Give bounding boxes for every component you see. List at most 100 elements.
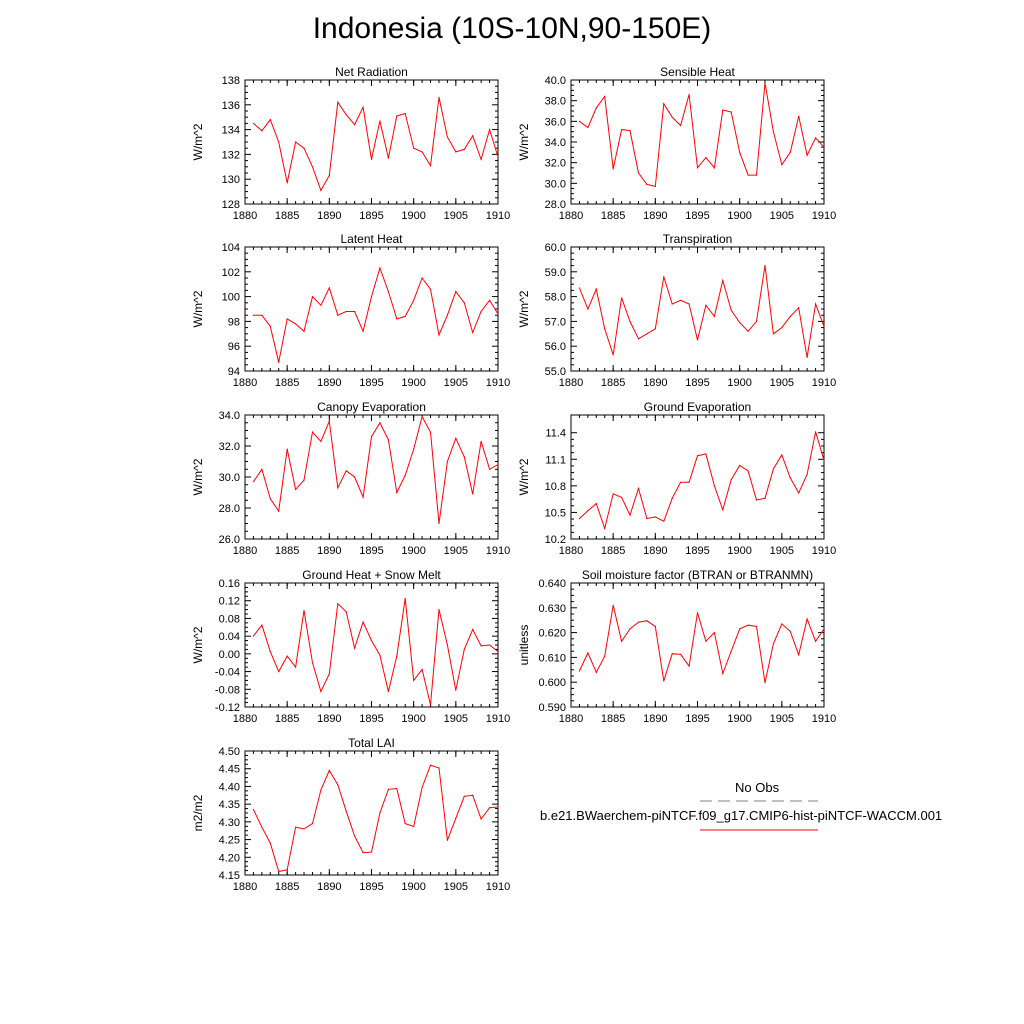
data-point — [680, 481, 682, 483]
x-tick-label: 1910 — [486, 377, 510, 389]
data-point — [362, 621, 364, 623]
data-point — [370, 296, 373, 298]
data-point — [463, 648, 465, 651]
x-tick-label: 1890 — [643, 713, 667, 725]
data-point — [604, 328, 606, 330]
chart-panel-5: Ground Evaporation W/m^2 1880 1885 1890 1895 1… — [517, 400, 836, 557]
y-tick-label: 4.50 — [219, 746, 240, 758]
data-point — [604, 95, 606, 98]
data-point — [587, 652, 589, 654]
y-tick-label: 100 — [222, 292, 240, 304]
data-point — [488, 807, 491, 809]
data-point — [472, 628, 474, 631]
y-tick-label: 11.4 — [545, 428, 566, 440]
x-tick-label: 1885 — [275, 377, 299, 389]
y-tick-label: 4.30 — [219, 817, 240, 829]
x-tick-label: 1885 — [601, 713, 625, 725]
y-tick-label: 10.5 — [545, 507, 566, 519]
x-tick-label: 1910 — [486, 881, 510, 893]
x-tick-label: 1885 — [275, 210, 299, 222]
chart-panel-7: Soil moisture factor (BTRAN or BTRANMN) u… — [517, 568, 836, 725]
x-tick-label: 1880 — [233, 881, 257, 893]
y-tick-label: 36.0 — [545, 116, 566, 128]
data-point — [578, 670, 581, 672]
y-tick-label: 4.35 — [219, 799, 240, 811]
x-tick-label: 1880 — [233, 377, 257, 389]
data-point — [497, 651, 499, 653]
data-point — [261, 314, 263, 316]
data-point — [629, 514, 631, 516]
data-point — [497, 156, 499, 158]
data-point — [671, 497, 673, 499]
data-point — [446, 644, 448, 646]
data-point — [463, 148, 465, 151]
data-point — [252, 314, 255, 316]
x-tick-label: 1885 — [275, 713, 299, 725]
x-tick-label: 1910 — [812, 545, 836, 557]
data-point — [730, 479, 732, 481]
data-point — [438, 608, 440, 611]
y-axis-label: unitless — [517, 625, 531, 666]
data-point — [387, 157, 389, 159]
legend-obs-label: No Obs — [735, 780, 780, 795]
x-tick-label: 1895 — [359, 881, 383, 893]
chart-title: Canopy Evaporation — [317, 400, 426, 414]
data-point — [747, 624, 749, 626]
data-point — [455, 437, 457, 439]
chart-title: Total LAI — [348, 736, 395, 750]
x-tick-label: 1910 — [486, 545, 510, 557]
y-tick-label: 34.0 — [219, 410, 240, 422]
y-axis-label: W/m^2 — [191, 290, 205, 327]
data-point — [612, 493, 614, 495]
data-point — [269, 498, 271, 500]
x-tick-label: 1885 — [601, 210, 625, 222]
x-tick-label: 1905 — [444, 377, 468, 389]
data-point — [269, 842, 271, 844]
y-tick-label: 58.0 — [545, 292, 566, 304]
data-point — [413, 448, 415, 450]
data-point — [604, 655, 606, 657]
data-point — [446, 460, 448, 463]
data-point — [446, 839, 448, 841]
y-tick-label: 30.0 — [219, 472, 240, 484]
data-point — [438, 522, 440, 525]
chart-title: Ground Evaporation — [644, 400, 751, 414]
x-tick-label: 1880 — [233, 713, 257, 725]
data-point — [488, 644, 491, 646]
data-point — [646, 333, 648, 335]
x-tick-label: 1880 — [559, 545, 583, 557]
data-point — [278, 670, 280, 673]
y-axis-label: W/m^2 — [517, 123, 531, 160]
data-point — [621, 640, 623, 642]
data-point — [730, 650, 732, 652]
data-point — [404, 474, 406, 477]
data-point — [488, 129, 491, 131]
data-point — [320, 304, 322, 306]
data-point — [295, 666, 297, 668]
x-tick-label: 1885 — [275, 545, 299, 557]
data-point — [286, 869, 288, 871]
data-point — [764, 82, 766, 84]
y-tick-label: 0.00 — [219, 649, 240, 661]
chart-panel-4: Canopy Evaporation W/m^2 1880 1885 1890 1895 1… — [191, 400, 510, 557]
data-point — [621, 129, 623, 131]
data-point — [722, 279, 724, 282]
data-point — [772, 333, 775, 335]
x-tick-label: 1890 — [317, 545, 341, 557]
y-tick-label: 136 — [222, 100, 240, 112]
plot-frame — [570, 582, 825, 708]
data-point — [396, 491, 398, 494]
data-point — [497, 464, 499, 466]
data-point — [370, 851, 373, 853]
data-point — [671, 303, 673, 305]
data-point — [370, 436, 373, 438]
data-point — [688, 481, 690, 483]
data-point — [696, 612, 699, 614]
data-point — [354, 835, 356, 837]
x-tick-label: 1880 — [233, 545, 257, 557]
data-point — [337, 487, 339, 489]
data-point — [328, 174, 330, 177]
data-point — [480, 158, 482, 160]
y-tick-label: 40.0 — [545, 75, 566, 87]
data-point — [370, 639, 373, 642]
